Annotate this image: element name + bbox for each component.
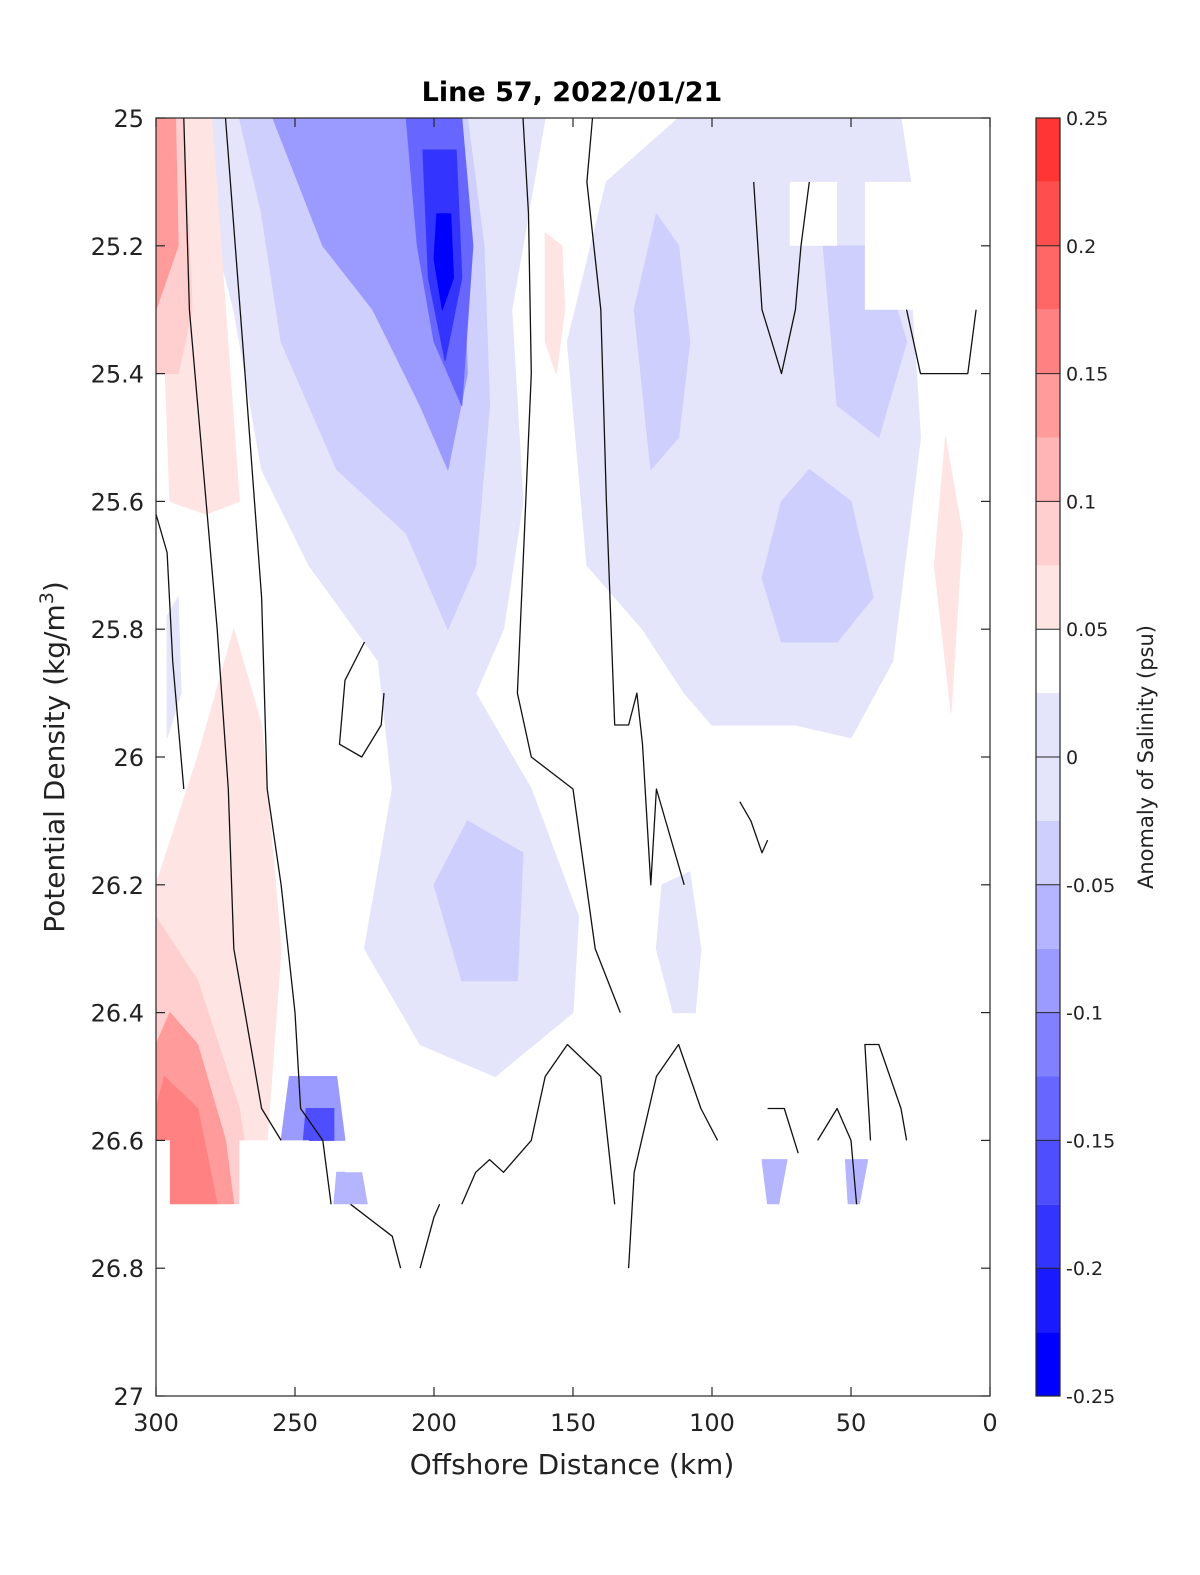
zero-contour-14 bbox=[627, 1043, 719, 1269]
colorbar-tick-label: 0.1 bbox=[1066, 491, 1096, 513]
colorbar-band-15 bbox=[1036, 309, 1060, 374]
colorbar-tick-label: 0 bbox=[1066, 747, 1078, 769]
zero-contour-12 bbox=[419, 1204, 441, 1269]
chart-title: Line 57, 2022/01/21 bbox=[422, 77, 723, 108]
y-tick-label: 26.8 bbox=[91, 1255, 144, 1283]
zero-contour-7 bbox=[338, 641, 385, 758]
zero-contour-0 bbox=[183, 118, 282, 1141]
colorbar-band-10 bbox=[1036, 629, 1060, 694]
x-tick-label: 50 bbox=[836, 1409, 867, 1437]
colorbar-tick-label: 0.05 bbox=[1066, 619, 1108, 641]
colorbar-band-17 bbox=[1036, 181, 1060, 246]
y-tick-label: 25 bbox=[113, 105, 144, 133]
x-tick-label: 0 bbox=[982, 1409, 997, 1437]
colorbar-label: Anomaly of Salinity (psu) bbox=[1134, 625, 1158, 889]
contour-region-15 bbox=[333, 1171, 368, 1205]
zero-contour-8 bbox=[739, 801, 769, 854]
y-tick-label: 26 bbox=[113, 744, 144, 772]
no-data-mask-6 bbox=[345, 1140, 365, 1173]
colorbar-tick-label: -0.2 bbox=[1066, 1258, 1103, 1280]
contour-region-5 bbox=[633, 213, 691, 470]
y-tick-label: 26.6 bbox=[91, 1127, 144, 1155]
colorbar-band-18 bbox=[1036, 118, 1060, 182]
no-data-mask-1 bbox=[789, 181, 838, 246]
colorbar-band-11 bbox=[1036, 565, 1060, 630]
zero-contour-1 bbox=[224, 118, 332, 1205]
colorbar-band-0 bbox=[1036, 1332, 1060, 1396]
y-axis-label-tail: ) bbox=[38, 581, 71, 592]
zero-contour-15 bbox=[817, 1107, 858, 1205]
colorbar-band-6 bbox=[1036, 948, 1060, 1013]
colorbar-band-5 bbox=[1036, 1012, 1060, 1077]
colorbar-band-2 bbox=[1036, 1204, 1060, 1269]
colorbar-tick-label: -0.1 bbox=[1066, 1003, 1103, 1025]
zero-contour-3 bbox=[586, 118, 685, 886]
colorbar-tick-label: -0.25 bbox=[1066, 1386, 1115, 1408]
y-tick-label: 26.2 bbox=[91, 872, 144, 900]
colorbar-tick-label: -0.15 bbox=[1066, 1130, 1115, 1152]
y-tick-label: 25.2 bbox=[91, 233, 144, 261]
colorbar-band-8 bbox=[1036, 820, 1060, 885]
x-tick-label: 150 bbox=[550, 1409, 596, 1437]
x-tick-label: 200 bbox=[411, 1409, 457, 1437]
x-tick-label: 300 bbox=[133, 1409, 179, 1437]
y-tick-label: 25.8 bbox=[91, 616, 144, 644]
y-tick-label: 25.4 bbox=[91, 361, 144, 389]
contour-region-14 bbox=[302, 1108, 335, 1141]
colorbar-band-14 bbox=[1036, 373, 1060, 438]
contour-region-20 bbox=[544, 232, 566, 375]
y-axis-label-main: Potential Density (kg/m bbox=[38, 604, 71, 933]
zero-contour-9 bbox=[767, 1107, 799, 1154]
zero-contour-10 bbox=[864, 1043, 908, 1141]
y-tick-label: 26.4 bbox=[91, 1000, 144, 1028]
colorbar-tick-label: 0.15 bbox=[1066, 364, 1108, 386]
colorbar-band-12 bbox=[1036, 501, 1060, 566]
colorbar-tick-label: 0.2 bbox=[1066, 236, 1096, 258]
y-axis-label: Potential Density (kg/m3) bbox=[36, 581, 71, 933]
zero-contour-2 bbox=[516, 118, 621, 1013]
y-axis-ticks: 25 25.2 25.4 25.6 25.8 26 26.2 26.4 26.6 26.8 27 bbox=[91, 105, 990, 1411]
zero-contour-lines bbox=[156, 118, 977, 1269]
contour-region-6 bbox=[761, 469, 874, 643]
contour-region-21 bbox=[933, 437, 963, 713]
zero-contour-11 bbox=[350, 1203, 402, 1269]
zero-contour-5 bbox=[905, 309, 977, 375]
zero-contour-4 bbox=[753, 181, 810, 375]
colorbar-band-7 bbox=[1036, 884, 1060, 949]
x-axis-ticks: 300 250 200 150 100 50 0 bbox=[133, 118, 998, 1437]
y-tick-label: 25.6 bbox=[91, 488, 144, 516]
y-axis-label-superscript: 3 bbox=[36, 592, 58, 604]
contour-fills bbox=[156, 118, 990, 1396]
contour-region-12 bbox=[433, 213, 454, 311]
colorbar: 0.25 0.2 0.15 0.1 0.05 0 -0.05 -0.1 -0.15 -0.2 -0.… bbox=[1035, 108, 1115, 1408]
contour-region-8 bbox=[433, 820, 524, 982]
colorbar-band-1 bbox=[1036, 1268, 1060, 1333]
zero-contour-6 bbox=[156, 514, 185, 790]
x-axis-label: Offshore Distance (km) bbox=[410, 1448, 735, 1481]
colorbar-band-4 bbox=[1036, 1076, 1060, 1141]
colorbar-band-13 bbox=[1036, 437, 1060, 502]
x-tick-label: 250 bbox=[272, 1409, 318, 1437]
y-tick-label: 27 bbox=[113, 1383, 144, 1411]
colorbar-band-3 bbox=[1036, 1140, 1060, 1205]
contour-region-2 bbox=[655, 871, 702, 1014]
no-data-mask-5 bbox=[156, 1204, 990, 1396]
no-data-mask-2 bbox=[864, 181, 990, 310]
zero-contour-13 bbox=[461, 1043, 616, 1205]
contour-region-24 bbox=[156, 118, 179, 311]
x-tick-label: 100 bbox=[689, 1409, 735, 1437]
colorbar-tick-label: -0.05 bbox=[1066, 875, 1115, 897]
colorbar-band-16 bbox=[1036, 245, 1060, 310]
colorbar-tick-label: 0.25 bbox=[1066, 108, 1108, 130]
